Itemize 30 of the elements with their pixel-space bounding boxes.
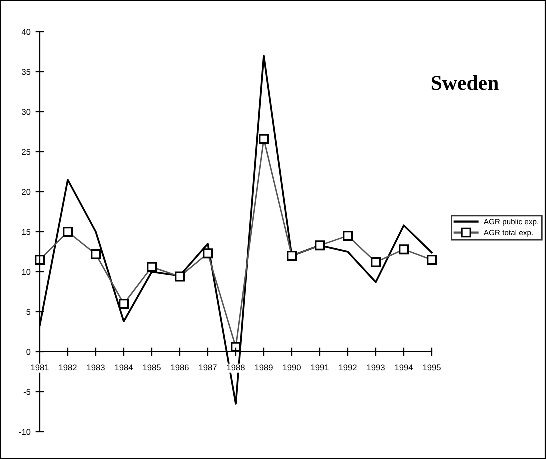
y-tick-label: -5: [24, 389, 31, 396]
x-tick-label: 1990: [283, 364, 301, 371]
x-tick-label: 1981: [31, 364, 49, 371]
y-tick-label: 0: [26, 349, 31, 356]
x-tick-label: 1993: [367, 364, 385, 371]
x-tick-label: 1992: [339, 364, 357, 371]
point: [315, 240, 325, 251]
x-tick-label: 1983: [87, 364, 105, 371]
x-tick-label: 1989: [255, 364, 273, 371]
x-tick-label: 1986: [171, 364, 189, 371]
point: [287, 251, 297, 261]
point: [175, 272, 185, 282]
x-tick-label: 1987: [199, 364, 217, 371]
y-tick-label: 35: [22, 69, 31, 76]
x-tick-label: 1984: [115, 364, 134, 371]
text: Sweden: [432, 76, 499, 90]
y-tick-label: 10: [22, 269, 31, 276]
y-tick-label: 40: [22, 29, 31, 36]
y-tick-label: 30: [22, 109, 31, 116]
x-tick-label: 1995: [423, 364, 441, 371]
y-tick-label: -10: [19, 429, 31, 436]
y-tick-label: 25: [22, 149, 31, 156]
x-tick-label: 1982: [59, 364, 77, 371]
y-tick-label: 15: [22, 229, 31, 236]
x-tick-label: 1985: [143, 364, 161, 371]
x-tick-label: 1988: [227, 364, 245, 371]
x-tick-label: 1991: [311, 364, 329, 371]
x-tick-label: 1994: [395, 364, 414, 371]
y-tick-label: 5: [26, 309, 31, 316]
y-tick-label: 20: [22, 189, 31, 196]
